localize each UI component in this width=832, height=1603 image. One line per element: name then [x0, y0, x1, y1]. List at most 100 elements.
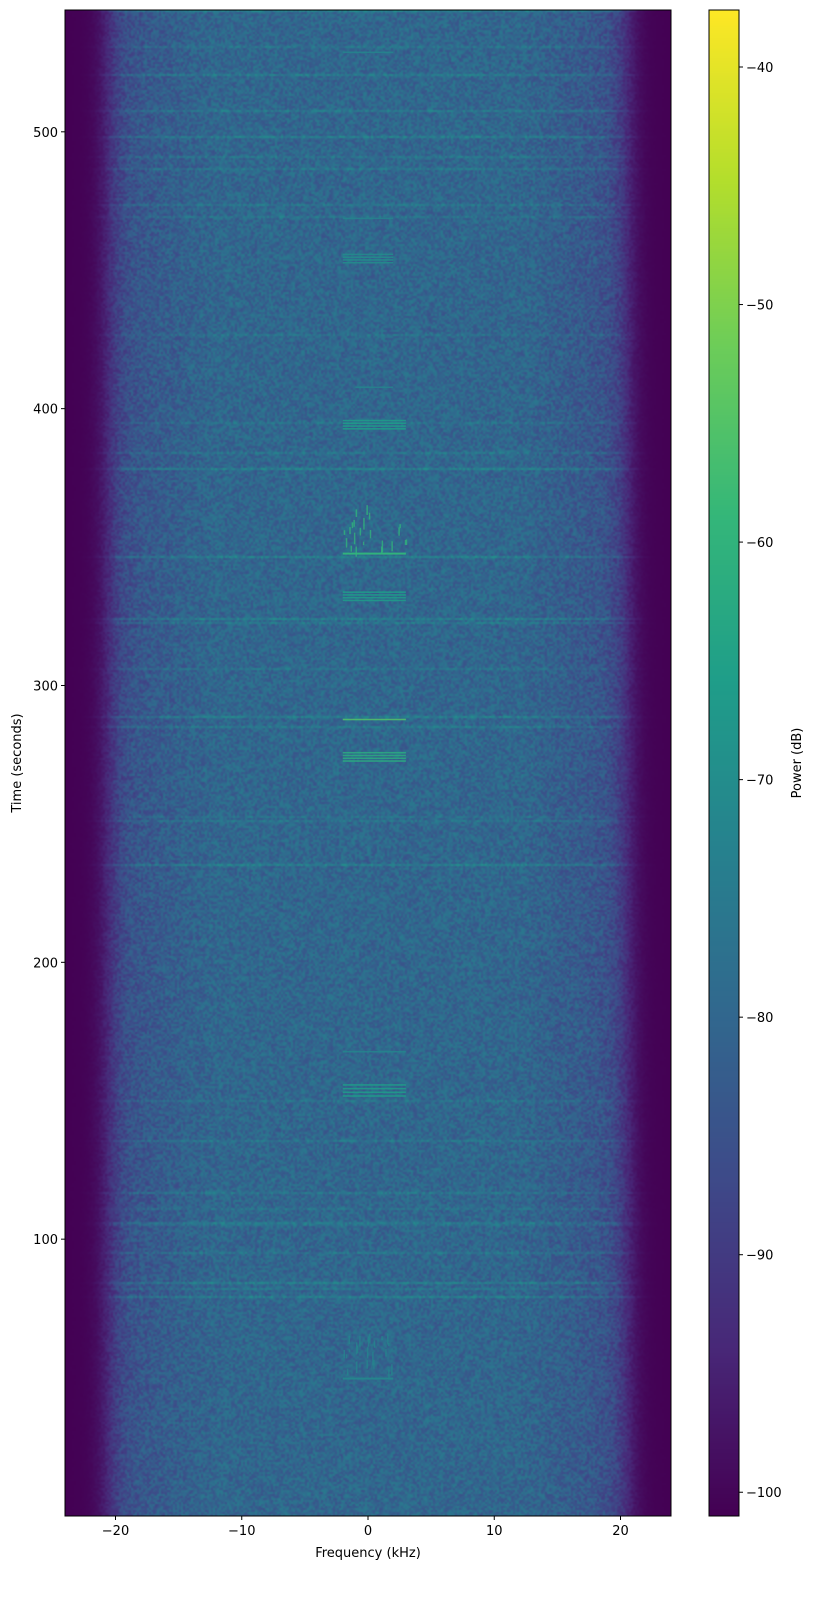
event-mark — [366, 505, 368, 515]
tick-label: 0 — [364, 1524, 372, 1539]
event-mark — [342, 596, 406, 599]
event-mark — [351, 522, 354, 529]
colorbar-tick: −60 — [739, 536, 773, 551]
event-tones — [342, 1084, 406, 1097]
x-tick: 0 — [364, 1516, 372, 1539]
event-mark — [366, 1347, 369, 1359]
event-mark — [381, 1336, 383, 1341]
event-mark — [391, 541, 393, 552]
tick-label: 20 — [612, 1524, 629, 1539]
colorbar-tick: −70 — [739, 774, 773, 789]
event-mark — [381, 540, 384, 553]
event-line — [355, 386, 394, 389]
event-mark — [356, 1361, 358, 1374]
event-line — [342, 51, 394, 54]
event-mark — [356, 1345, 359, 1353]
event-tones — [342, 419, 406, 430]
tick-label: −50 — [746, 299, 773, 314]
y-tick: 500 — [33, 126, 65, 141]
event-mark — [342, 754, 406, 757]
event-mark — [399, 524, 401, 529]
colorbar-tick: −80 — [739, 1011, 773, 1026]
event-mark — [342, 422, 406, 425]
tick-label: −80 — [746, 1011, 773, 1026]
y-tick: 200 — [33, 956, 65, 971]
event-mark — [342, 760, 406, 762]
y-axis-label: Time (seconds) — [10, 713, 25, 813]
event-burst — [342, 505, 408, 557]
colorbar-tick: −40 — [739, 61, 773, 76]
colorbar-label: Power (dB) — [790, 728, 805, 799]
colorbar-tick: −100 — [739, 1486, 782, 1501]
tick-label: −90 — [746, 1249, 773, 1264]
event-mark — [348, 1335, 351, 1345]
event-mark — [388, 1342, 390, 1347]
event-mark — [342, 1377, 394, 1380]
event-mark — [342, 599, 406, 602]
event-mark — [346, 1368, 349, 1376]
event-mark — [345, 1354, 348, 1359]
event-mark — [342, 552, 406, 555]
event-mark — [367, 1336, 370, 1347]
event-mark — [342, 261, 394, 264]
event-mark — [404, 539, 407, 545]
event-mark — [342, 1084, 406, 1086]
event-mark — [343, 530, 346, 535]
event-mark — [342, 253, 394, 256]
event-mark — [388, 1369, 390, 1380]
x-axis-label: Frequency (kHz) — [315, 1546, 421, 1561]
event-mark — [348, 1349, 351, 1353]
event-mark — [342, 594, 406, 596]
event-mark — [373, 1340, 376, 1348]
event-mark — [349, 527, 351, 535]
event-line — [342, 1050, 406, 1053]
event-tones — [342, 253, 394, 264]
event-mark — [342, 751, 406, 754]
event-mark — [342, 1091, 406, 1094]
event-line — [342, 718, 406, 721]
event-mark — [368, 512, 371, 520]
event-mark — [345, 538, 348, 548]
event-mark — [342, 217, 394, 220]
tick-label: 300 — [33, 679, 58, 694]
event-mark — [355, 509, 358, 517]
tick-label: −40 — [746, 61, 773, 76]
x-tick: −20 — [102, 1516, 129, 1539]
tick-label: 200 — [33, 956, 58, 971]
event-mark — [366, 1360, 368, 1369]
event-mark — [380, 546, 383, 555]
event-mark — [342, 757, 406, 760]
colorbar-tick: −90 — [739, 1249, 773, 1264]
event-mark — [385, 1348, 387, 1357]
event-mark — [362, 541, 365, 546]
event-mark — [342, 419, 406, 422]
event-mark — [405, 539, 408, 545]
event-tones — [342, 751, 406, 762]
event-line — [342, 217, 394, 220]
event-mark — [350, 545, 353, 552]
y-tick: 400 — [33, 403, 65, 418]
x-tick: −10 — [228, 1516, 255, 1539]
tick-label: 500 — [33, 126, 58, 141]
event-mark — [372, 1351, 374, 1366]
event-tones — [342, 591, 406, 602]
event-mark — [387, 1333, 389, 1345]
colorbar-tick: −50 — [739, 299, 773, 314]
event-mark — [342, 425, 406, 427]
event-mark — [369, 529, 372, 539]
event-mark — [353, 532, 356, 545]
event-mark — [342, 428, 406, 430]
event-mark — [391, 1364, 393, 1376]
tick-label: −60 — [746, 536, 773, 551]
event-mark — [398, 527, 400, 536]
event-mark — [342, 591, 406, 593]
tick-label: 10 — [486, 1524, 503, 1539]
y-tick: 300 — [33, 679, 65, 694]
event-mark — [355, 1342, 358, 1355]
event-mark — [353, 519, 355, 527]
event-mark — [342, 718, 406, 721]
x-axis: −20 −10 0 10 20 — [102, 1516, 629, 1539]
tick-label: −20 — [102, 1524, 129, 1539]
x-tick: 10 — [486, 1516, 503, 1539]
plot-frame — [64, 9, 672, 1517]
